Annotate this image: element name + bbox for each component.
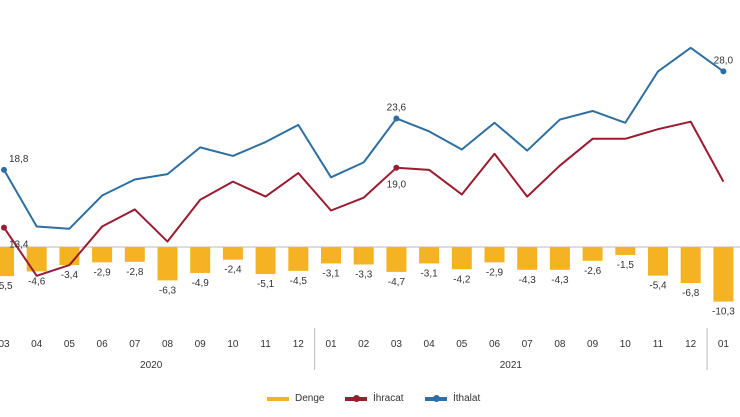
month-tick-label: 11: [260, 339, 271, 350]
denge-bar-label: -3,3: [355, 269, 373, 280]
denge-bar-label: -2,9: [486, 267, 504, 278]
legend-item-ihracat: İhracat: [345, 393, 404, 404]
denge-bar: [124, 247, 145, 262]
month-tick-label: 02: [358, 339, 370, 350]
month-tick-label: 06: [97, 339, 109, 350]
month-tick-label: 04: [31, 339, 43, 350]
month-tick-label: 07: [129, 339, 141, 350]
month-tick-label: 08: [554, 339, 566, 350]
denge-bar-label: -4,3: [519, 275, 537, 286]
denge-bar-label: -4,7: [388, 277, 406, 288]
ithalat-line: [3, 46, 724, 230]
month-tick-label: 05: [64, 339, 76, 350]
denge-bar-label: -4,2: [453, 274, 471, 285]
month-tick-label: 11: [653, 339, 664, 350]
denge-bar-label: -4,6: [28, 276, 46, 287]
denge-bar: [386, 247, 407, 272]
denge-bar: [615, 247, 636, 255]
month-tick-label: 10: [620, 339, 632, 350]
ihracat-point-label: 13,4: [9, 240, 29, 251]
denge-bar: [26, 247, 47, 272]
line-point-labels: 13,4 19,0 18,8 23,6 28,0: [9, 55, 734, 250]
denge-bar-label: -4,3: [551, 275, 569, 286]
denge-bar-labels: -5,5 -4,6 -3,4 -2,9 -2,8 -6,3 -4,9 -2,4 -5,1 -4,5…: [0, 260, 735, 318]
year-label: 2021: [500, 360, 523, 371]
trade-chart: -5,5 -4,6 -3,4 -2,9 -2,8 -6,3 -4,9 -2,4 -5,1 -4,5…: [0, 46, 740, 371]
denge-bar-label: -2,4: [224, 265, 242, 276]
legend-item-denge: Denge: [267, 393, 324, 404]
denge-bar-label: -4,5: [290, 276, 308, 287]
denge-bar-label: -1,5: [617, 260, 635, 271]
month-tick-label: 07: [522, 339, 534, 350]
denge-bar-label: -3,1: [420, 268, 438, 279]
month-tick-label: 06: [489, 339, 501, 350]
denge-bar: [419, 247, 440, 264]
month-tick-label: 04: [424, 339, 436, 350]
legend-swatch-ihracat: [345, 394, 367, 402]
ihracat-line: [3, 120, 725, 277]
ihracat-point-label: 19,0: [387, 180, 407, 191]
denge-bar-label: -6,8: [682, 288, 700, 299]
denge-bar-label: -5,5: [0, 281, 13, 292]
month-tick-label: 01: [718, 339, 730, 350]
denge-bar: [321, 247, 341, 264]
month-tick-label: 03: [391, 339, 403, 350]
denge-bar-label: -6,3: [159, 285, 177, 296]
month-tick-label: 08: [162, 339, 174, 350]
denge-bar: [190, 247, 211, 273]
denge-bar: [484, 247, 505, 263]
denge-bar-label: -2,6: [584, 266, 602, 277]
month-tick-label: 09: [587, 339, 599, 350]
ithalat-point: [1, 166, 7, 173]
ithalat-point-label: 28,0: [714, 55, 734, 66]
ihracat-point: [393, 164, 400, 171]
denge-bar: [92, 247, 113, 263]
denge-bar: [648, 247, 668, 276]
month-tick-label: 03: [0, 339, 10, 350]
ithalat-point-label: 18,8: [9, 154, 29, 165]
denge-bar: [549, 247, 570, 270]
year-label: 2020: [140, 360, 163, 371]
denge-bar: [0, 247, 14, 277]
denge-bar-label: -2,8: [126, 267, 144, 278]
legend: Denge İhracat İthalat: [0, 393, 740, 413]
legend-swatch-ithalat: [425, 394, 447, 402]
legend-label-ihracat: İhracat: [373, 393, 404, 404]
legend-label-denge: Denge: [295, 393, 325, 404]
x-axis: 03 04 05 06 07 08 09 10 11 12 01 02 03 04 05 06 07 08 09 10…: [0, 328, 729, 371]
denge-bar-label: -3,1: [322, 268, 340, 279]
month-tick-label: 09: [195, 339, 207, 350]
denge-bar-label: -10,3: [712, 307, 735, 318]
month-tick-label: 10: [227, 339, 239, 350]
ithalat-point-label: 23,6: [387, 102, 407, 113]
legend-label-ithalat: İthalat: [453, 393, 481, 404]
denge-bars: [0, 247, 734, 302]
ithalat-point: [393, 115, 400, 122]
legend-swatch-denge: [267, 396, 289, 401]
trade-lines: [1, 46, 727, 277]
denge-bar: [157, 247, 178, 281]
denge-bar: [255, 247, 276, 275]
denge-bar-label: -2,9: [93, 267, 111, 278]
ithalat-point: [720, 68, 727, 75]
ihracat-point: [1, 224, 7, 231]
denge-bar: [582, 247, 603, 261]
month-tick-label: 12: [293, 339, 305, 350]
denge-bar: [713, 247, 734, 302]
denge-bar-label: -4,9: [192, 278, 210, 289]
denge-bar: [353, 247, 374, 265]
denge-bar-label: -5,4: [649, 281, 667, 292]
denge-bar: [288, 247, 309, 271]
denge-bar: [517, 247, 538, 270]
denge-bar: [222, 247, 243, 260]
denge-bar-label: -3,4: [61, 270, 79, 281]
month-tick-label: 12: [685, 339, 697, 350]
denge-bar-label: -5,1: [257, 279, 275, 290]
month-tick-label: 01: [325, 339, 337, 350]
legend-item-ithalat: İthalat: [425, 393, 480, 404]
month-tick-label: 05: [456, 339, 468, 350]
denge-bar: [680, 247, 701, 284]
denge-bar: [451, 247, 472, 270]
